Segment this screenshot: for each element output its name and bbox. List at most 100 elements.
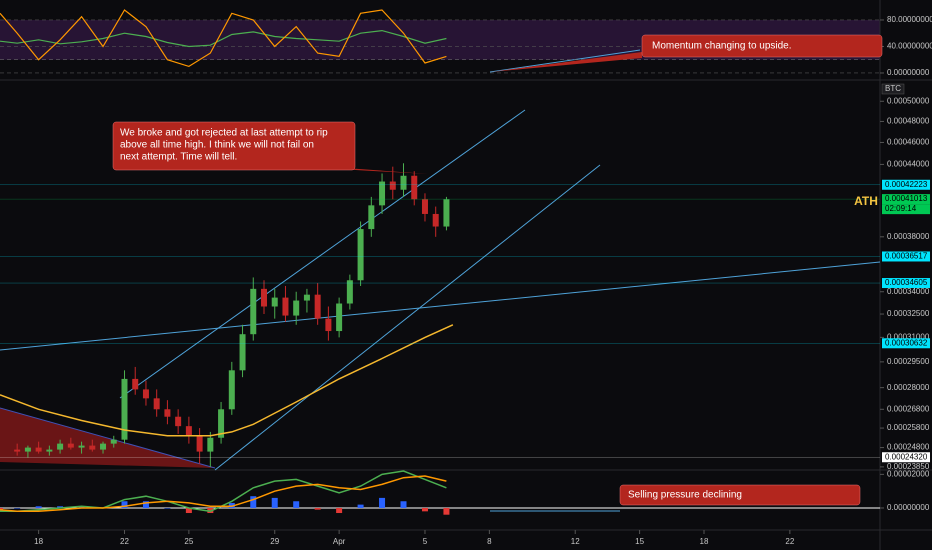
candle-body: [443, 199, 450, 227]
callout-text: We broke and got rejected at last attemp…: [120, 128, 328, 139]
candle-body: [303, 294, 310, 301]
y-tick-label: 0.00029500: [887, 357, 930, 366]
candle-body: [185, 426, 192, 436]
y-tick-label: 0.00000000: [887, 68, 930, 77]
candle-body: [218, 409, 225, 438]
candle-body: [346, 280, 353, 304]
candle-body: [357, 229, 364, 281]
y-tick-label: 0.00050000: [887, 96, 930, 105]
histogram-bar: [421, 507, 428, 512]
histogram-bar: [314, 507, 321, 510]
y-tick-label: 0.00038000: [887, 232, 930, 241]
price-label: 0.00042223: [885, 180, 928, 189]
countdown: 02:09:14: [885, 204, 917, 213]
price-label-box: [882, 452, 930, 463]
y-tick-label: 0.00026800: [887, 404, 930, 413]
candle-body: [368, 205, 375, 230]
rsi-trend-line: [489, 49, 641, 73]
candle-body: [78, 445, 85, 448]
plot: 18 22 25 29 Apr 5 8 12 15 18 22 0.00050000 0.0004800…: [0, 9, 932, 546]
callout-text: above all time high. I think we will not…: [120, 140, 314, 151]
candle-body: [196, 435, 203, 452]
candle-body: [379, 181, 386, 206]
callout-text: next attempt. Time will tell.: [120, 152, 237, 163]
y-tick-label: 40.00000000: [887, 42, 932, 51]
callout-box: [641, 34, 883, 58]
histogram-bar: [14, 507, 21, 509]
candle-body: [250, 288, 257, 335]
x-tick-label: 29: [270, 537, 279, 546]
x-tick-label: 15: [635, 537, 644, 546]
callout-pointer: [490, 52, 642, 72]
histogram-bar: [228, 502, 235, 508]
callout-text: Momentum changing to upside.: [652, 41, 792, 52]
histogram-bar: [0, 507, 3, 510]
x-tick-label: 25: [184, 537, 193, 546]
y-tick-label: 0.00048000: [887, 117, 930, 126]
symbol-badge: [881, 83, 905, 95]
x-tick-label: 18: [700, 537, 709, 546]
histogram-bar: [379, 497, 386, 508]
histogram-bar: [336, 507, 343, 514]
candle-body: [271, 297, 278, 307]
wedge-line: [0, 407, 216, 469]
price-label: 0.00041013: [885, 194, 928, 203]
callout-box: [112, 121, 356, 171]
macd-line: [0, 475, 447, 513]
candle-body: [389, 181, 396, 190]
candle-body: [293, 300, 300, 316]
price-label: 0.00024320: [885, 452, 928, 461]
candle-body: [175, 416, 182, 427]
histogram-bar: [35, 506, 42, 508]
y-tick-label: 0.00046000: [887, 138, 930, 147]
candle-body: [14, 449, 21, 452]
candle-body: [142, 389, 149, 399]
histogram-bar: [164, 507, 171, 509]
callout-text: Selling pressure declining: [628, 490, 742, 501]
y-tick-label: 0.00024800: [887, 443, 930, 452]
histogram-bar: [271, 497, 278, 508]
x-tick-label: 5: [423, 537, 428, 546]
candle-body: [110, 439, 117, 444]
x-tick-label: 8: [487, 537, 492, 546]
y-tick-label: 0.00031000: [887, 332, 930, 341]
y-tick-label: 0.00028000: [887, 383, 930, 392]
price-label: 0.00036517: [885, 252, 928, 261]
histogram-bar: [185, 507, 192, 514]
x-tick-label: 22: [120, 537, 129, 546]
histogram-bar: [121, 501, 128, 508]
candle-body: [67, 443, 74, 448]
candle-body: [400, 175, 407, 190]
candle-body: [314, 294, 321, 319]
price-label-box: [882, 338, 930, 349]
price-label-box: [882, 179, 930, 190]
candle-body: [46, 449, 53, 452]
y-tick-label: 0.00044000: [887, 160, 930, 169]
channel-lower: [214, 164, 601, 471]
candle-body: [24, 447, 31, 452]
candle-body: [282, 297, 289, 316]
x-tick-label: 18: [34, 537, 43, 546]
histogram-bar: [78, 506, 85, 508]
histogram-bar: [293, 501, 300, 508]
candle-body: [132, 378, 139, 390]
ath-marker: ATH: [854, 194, 878, 208]
candle-body: [207, 437, 214, 452]
candle-body: [261, 288, 267, 307]
x-tick-label: Apr: [333, 537, 346, 546]
candle-body: [164, 409, 171, 417]
candle-body: [325, 318, 332, 332]
candle-body: [239, 334, 246, 371]
oscillator-line: [0, 29, 447, 48]
price-label: 0.00034605: [885, 278, 928, 287]
price-label: 0.00030632: [885, 338, 928, 347]
histogram-bar: [400, 501, 407, 508]
price-label-box: [882, 278, 930, 289]
candle-body: [432, 213, 439, 227]
y-tick-label: 0.00023850: [887, 462, 930, 471]
candle-body: [35, 447, 42, 452]
channel-upper: [119, 109, 526, 399]
y-tick-label: 80.00000000: [887, 15, 932, 24]
